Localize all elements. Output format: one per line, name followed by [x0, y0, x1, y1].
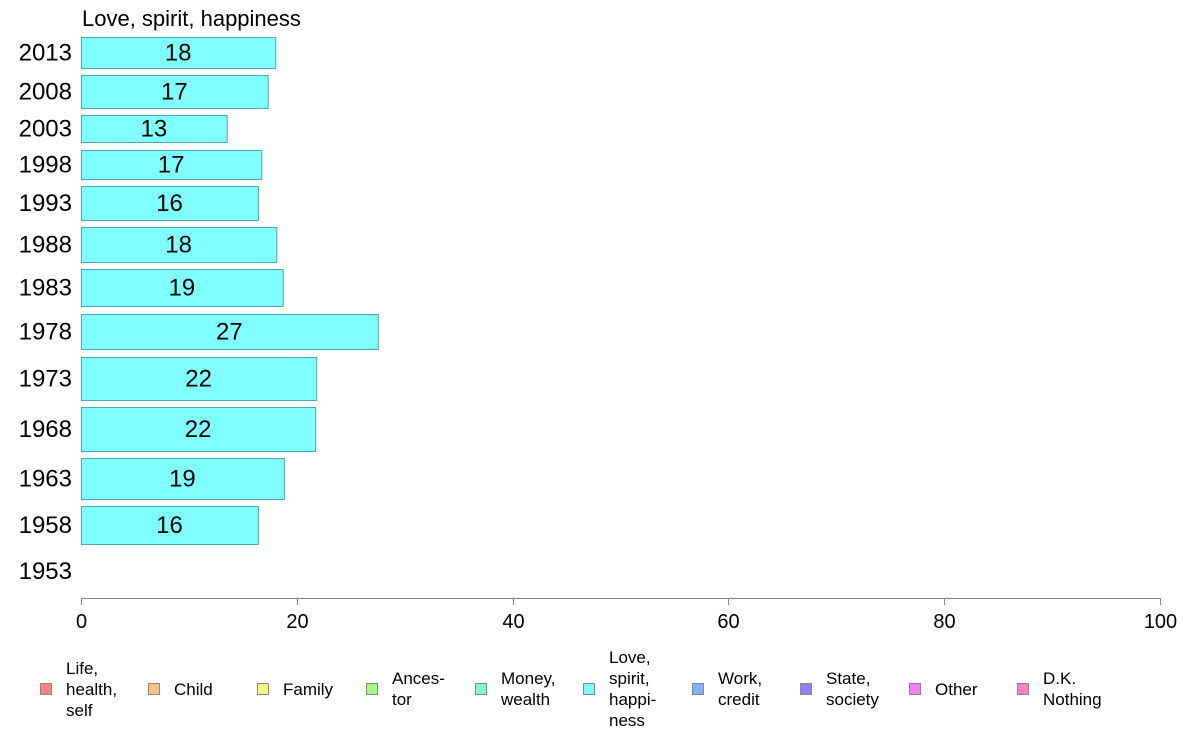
legend-label: Other — [935, 679, 978, 699]
bar-value-label: 22 — [185, 366, 212, 393]
legend-swatch — [475, 683, 487, 695]
legend-item: Life, health, self — [40, 646, 117, 732]
bar — [81, 269, 284, 307]
bar — [81, 186, 259, 221]
y-tick-label: 2003 — [19, 116, 72, 143]
legend-label: Family — [283, 679, 334, 699]
legend-label: Child — [174, 679, 213, 699]
bar-value-label: 17 — [161, 79, 188, 106]
legend: Life, health, self Child Family Ances- tor M… — [0, 646, 1188, 736]
bar-value-label: 19 — [169, 275, 196, 302]
bar — [81, 115, 228, 143]
legend-swatch — [692, 683, 704, 695]
y-tick-label: 1988 — [19, 232, 72, 259]
y-tick-label: 1953 — [19, 558, 72, 585]
x-tick-label: 80 — [933, 611, 955, 633]
bar — [81, 357, 318, 401]
bar-value-label: 18 — [165, 40, 192, 67]
legend-swatch — [366, 683, 378, 695]
legend-label: Work, credit — [718, 669, 763, 709]
legend-swatch — [800, 683, 812, 695]
legend-swatch — [257, 683, 269, 695]
bar — [81, 407, 317, 452]
legend-item: Love, spirit, happi- ness — [583, 646, 656, 732]
bar — [81, 227, 278, 263]
legend-item: Other — [909, 646, 978, 732]
legend-swatch — [583, 683, 595, 695]
y-tick-label: 1973 — [19, 366, 72, 393]
bar-value-label: 19 — [169, 466, 196, 493]
bar — [81, 37, 277, 69]
x-tick-label: 40 — [502, 611, 524, 633]
legend-item: Child — [148, 646, 213, 732]
x-tick-label: 60 — [717, 611, 739, 633]
x-tick-label: 0 — [76, 611, 87, 633]
bar — [81, 314, 379, 350]
y-tick-label: 1983 — [19, 275, 72, 302]
bar-value-label: 27 — [216, 319, 243, 346]
legend-item: D.K. Nothing — [1017, 646, 1102, 732]
legend-item: Work, credit — [692, 646, 762, 732]
y-tick-label: 2008 — [19, 79, 72, 106]
x-tick-label: 100 — [1144, 611, 1177, 633]
bar-value-label: 16 — [156, 512, 183, 539]
legend-label: Life, health, self — [66, 658, 118, 720]
legend-item: Money, wealth — [475, 646, 556, 732]
legend-label: Ances- tor — [392, 669, 445, 709]
bar — [81, 458, 285, 500]
legend-item: State, society — [800, 646, 879, 732]
bar — [81, 506, 259, 545]
legend-label: D.K. Nothing — [1043, 669, 1102, 709]
x-axis: 0 20 40 60 80 100 — [76, 598, 1177, 633]
bar-value-label: 16 — [156, 190, 183, 217]
legend-swatch — [148, 683, 160, 695]
legend-label: Love, spirit, happi- ness — [609, 648, 657, 730]
legend-swatch — [1017, 683, 1029, 695]
legend-item: Family — [257, 646, 333, 732]
legend-label: State, society — [826, 669, 879, 709]
x-tick-label: 20 — [286, 611, 308, 633]
y-tick-label: 1963 — [19, 466, 72, 493]
bar-value-label: 22 — [185, 416, 212, 443]
bars-layer: 2013 18 2008 17 2003 13 1998 17 1993 16 1988 18 1983… — [19, 37, 379, 585]
y-tick-label: 1993 — [19, 190, 72, 217]
y-tick-label: 1998 — [19, 152, 72, 179]
y-tick-label: 1978 — [19, 319, 72, 346]
bar — [81, 75, 269, 109]
y-tick-label: 1958 — [19, 512, 72, 539]
y-tick-label: 2013 — [19, 40, 72, 67]
bar-value-label: 18 — [165, 232, 192, 259]
legend-item: Ances- tor — [366, 646, 445, 732]
bar-value-label: 17 — [158, 152, 185, 179]
legend-swatch — [40, 683, 52, 695]
bar-value-label: 13 — [140, 116, 167, 143]
legend-label: Money, wealth — [501, 669, 556, 709]
y-tick-label: 1968 — [19, 416, 72, 443]
bar — [81, 150, 263, 180]
legend-swatch — [909, 683, 921, 695]
chart-title: Love, spirit, happiness — [82, 6, 301, 31]
